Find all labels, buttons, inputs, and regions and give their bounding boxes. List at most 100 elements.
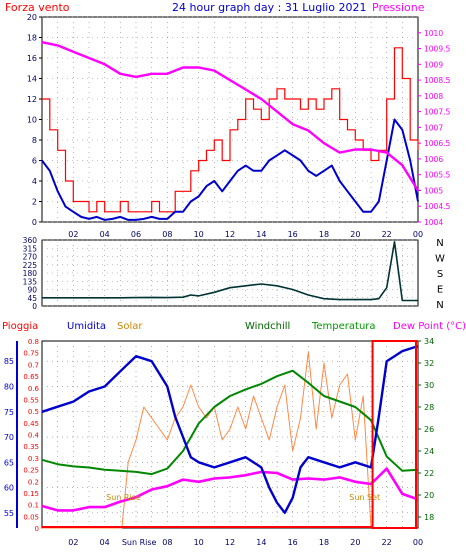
- x-tick-label: 18: [319, 230, 329, 239]
- series-pressione: [41, 41, 420, 192]
- x-tick-label: 14: [256, 230, 266, 239]
- x-tick-label: 00: [413, 538, 423, 547]
- panel1-left-tick-label: 2: [32, 198, 37, 207]
- panel1-right-tick-label: 1005.5: [424, 171, 450, 180]
- panel1-right-tick-label: 1004.5: [424, 202, 450, 211]
- temperature-tick-label: 20: [424, 491, 434, 500]
- panel1-right-tick-label: 1006: [424, 155, 443, 164]
- x-tick-label: 10: [194, 538, 204, 547]
- x-tick-label: 22: [382, 538, 392, 547]
- panel1-right-tick-label: 1008: [424, 92, 443, 101]
- panel1-right-tick-label: 1005: [424, 186, 443, 195]
- rain-tick-label: 0.5: [28, 408, 39, 416]
- x-tick-label: 16: [288, 230, 298, 239]
- panel1-right-tick-label: 1006.5: [424, 139, 450, 148]
- panel1-left-tick-label: 6: [32, 157, 37, 166]
- x-tick-label: 20: [350, 538, 360, 547]
- panel1-left-tick-label: 18: [27, 34, 37, 43]
- panel1-left-tick-label: 12: [27, 95, 37, 104]
- panel1-right-tick-label: 1010: [424, 29, 443, 38]
- humidity-tick-label: 55: [4, 509, 14, 518]
- compass-label: N: [436, 300, 443, 311]
- rain-tick-label: 0.7: [28, 361, 39, 369]
- humidity-tick-label: 65: [4, 458, 14, 467]
- x-tick-label: 18: [319, 538, 329, 547]
- panel1-right-tick-label: 1004: [424, 218, 443, 227]
- compass-label: W: [435, 254, 445, 265]
- temperature-tick-label: 22: [424, 469, 434, 478]
- rain-tick-label: 0.8: [28, 338, 39, 346]
- x-tick-label: 22: [382, 230, 392, 239]
- panel1-left-tick-label: 0: [32, 218, 37, 227]
- panel1-right-tick-label: 1009.5: [424, 45, 450, 54]
- x-tick-label: 20: [350, 230, 360, 239]
- legend-item: Pioggia: [2, 321, 38, 332]
- x-tick-label: 14: [256, 538, 266, 547]
- panel1-right-tick-label: 1007: [424, 123, 443, 132]
- panel1-right-tick-label: 1008.5: [424, 76, 450, 85]
- x-tick-label: 06: [131, 230, 141, 239]
- legend-item: Windchill: [245, 321, 290, 332]
- rain-tick-label: 0: [35, 525, 39, 533]
- compass-label: N: [436, 238, 443, 249]
- rain-tick-label: 0.65: [23, 373, 39, 381]
- rain-tick-label: 0.4: [28, 432, 40, 440]
- series-pioggia: [371, 340, 418, 529]
- legend-item: Dew Point (°C): [393, 321, 466, 332]
- legend-item: Temperatura: [311, 321, 376, 332]
- header-title: 24 hour graph day : 31 Luglio 2021: [172, 1, 367, 14]
- rain-tick-label: 0.45: [23, 420, 39, 428]
- temperature-tick-label: 30: [424, 381, 434, 390]
- rain-tick-label: 0.75: [23, 350, 39, 358]
- rain-tick-label: 0.6: [28, 385, 40, 393]
- temperature-tick-label: 18: [424, 513, 434, 522]
- panel2-left-tick-label: 225: [23, 261, 38, 270]
- temperature-tick-label: 34: [424, 337, 434, 346]
- humidity-tick-label: 70: [4, 433, 14, 442]
- rain-tick-label: 0.1: [28, 502, 39, 510]
- rain-tick-label: 0.2: [28, 478, 39, 486]
- x-tick-label: 04: [100, 230, 110, 239]
- panel2-left-tick-label: 45: [27, 294, 37, 303]
- rain-tick-label: 0.35: [23, 443, 39, 451]
- temperature-tick-label: 28: [424, 403, 434, 412]
- x-tick-label: 02: [68, 230, 78, 239]
- panel1-left-tick-label: 8: [32, 136, 37, 145]
- compass-label: E: [437, 285, 443, 296]
- panel1-left-tick-label: 20: [27, 13, 37, 22]
- panel2-left-tick-label: 270: [23, 253, 38, 262]
- x-tick-label: 02: [68, 538, 78, 547]
- rain-tick-label: 0.05: [23, 513, 39, 521]
- panel1-left-tick-label: 4: [32, 177, 37, 186]
- panel2-left-tick-label: 180: [23, 269, 38, 278]
- rain-tick-label: 0.3: [28, 455, 39, 463]
- compass-label: S: [437, 269, 443, 280]
- x-tick-label: 00: [413, 230, 423, 239]
- x-tick-label: 04: [100, 538, 110, 547]
- series-wind-direction: [42, 241, 418, 302]
- x-tick-label: 08: [162, 538, 172, 547]
- humidity-tick-label: 85: [4, 357, 14, 366]
- x-tick-label: 08: [162, 230, 172, 239]
- temperature-tick-label: 26: [424, 425, 434, 434]
- x-tick-label: 10: [194, 230, 204, 239]
- temperature-tick-label: 32: [424, 359, 434, 368]
- humidity-tick-label: 60: [4, 484, 14, 493]
- humidity-tick-label: 75: [4, 408, 14, 417]
- x-tick-sun-rise: Sun Rise: [122, 538, 157, 547]
- series-wind-average: [41, 118, 419, 221]
- panel2-left-tick-label: 360: [23, 236, 38, 245]
- series-dew-point: [41, 467, 419, 512]
- panel1-right-tick-label: 1009: [424, 60, 443, 69]
- rain-tick-label: 0.55: [23, 396, 39, 404]
- panel1-right-tick-label: 1007.5: [424, 108, 450, 117]
- humidity-tick-label: 80: [4, 382, 14, 391]
- panel2-left-tick-label: 90: [27, 286, 37, 295]
- x-tick-label: 16: [288, 538, 298, 547]
- legend-item: Solar: [117, 321, 143, 332]
- series-solar: [42, 351, 372, 529]
- series-forza-vento: [42, 47, 419, 213]
- panel2-left-tick-label: 315: [23, 244, 38, 253]
